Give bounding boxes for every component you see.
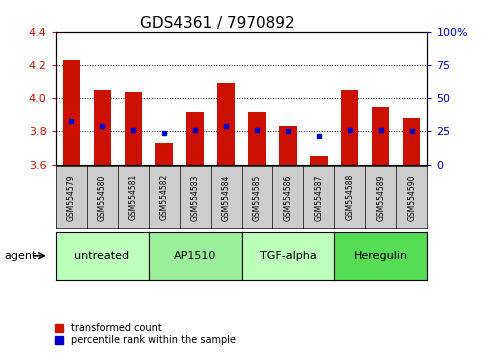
Text: TGF-alpha: TGF-alpha: [260, 251, 316, 261]
Text: GSM554587: GSM554587: [314, 174, 324, 221]
Bar: [156, 143, 172, 165]
Text: GSM554584: GSM554584: [222, 174, 230, 221]
Bar: [248, 112, 266, 165]
Text: GSM554581: GSM554581: [128, 174, 138, 221]
Text: GSM554589: GSM554589: [376, 174, 385, 221]
Text: GSM554585: GSM554585: [253, 174, 261, 221]
Bar: [94, 90, 111, 165]
Text: GSM554582: GSM554582: [159, 174, 169, 221]
Text: AP1510: AP1510: [174, 251, 216, 261]
Text: GSM554586: GSM554586: [284, 174, 293, 221]
Legend: transformed count, percentile rank within the sample: transformed count, percentile rank withi…: [53, 321, 238, 347]
Bar: [280, 126, 297, 165]
Text: agent: agent: [5, 251, 37, 261]
Text: GSM554588: GSM554588: [345, 174, 355, 221]
Bar: [403, 118, 421, 165]
Bar: [217, 83, 235, 165]
Bar: [125, 92, 142, 165]
Text: GSM554579: GSM554579: [67, 174, 75, 221]
Bar: [341, 90, 358, 165]
Text: GSM554583: GSM554583: [190, 174, 199, 221]
Text: GDS4361 / 7970892: GDS4361 / 7970892: [140, 16, 295, 31]
Bar: [311, 156, 327, 165]
Text: GSM554580: GSM554580: [98, 174, 107, 221]
Text: GSM554590: GSM554590: [408, 174, 416, 221]
Bar: [372, 107, 389, 165]
Bar: [62, 60, 80, 165]
Text: Heregulin: Heregulin: [354, 251, 408, 261]
Bar: [186, 112, 203, 165]
Text: untreated: untreated: [74, 251, 129, 261]
